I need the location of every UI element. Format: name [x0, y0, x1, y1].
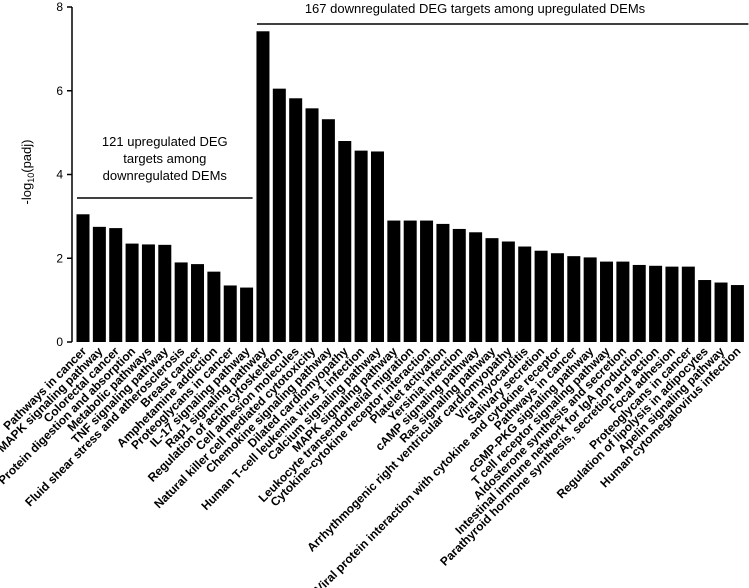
bar [714, 282, 728, 342]
bar [321, 119, 335, 342]
bar [338, 141, 352, 342]
bar [256, 31, 270, 342]
bar [550, 253, 564, 342]
bar [616, 261, 630, 342]
y-tick-label: 4 [56, 168, 63, 182]
y-axis: 0 2 4 6 8 [56, 0, 73, 349]
bars [76, 31, 744, 343]
y-tick-label: 2 [56, 251, 63, 265]
bar [632, 264, 646, 342]
bar [485, 238, 499, 342]
bar [469, 232, 483, 342]
bar [583, 257, 597, 342]
bar [354, 150, 368, 342]
bar [452, 228, 466, 342]
bar [141, 244, 155, 342]
bar [240, 287, 254, 342]
bar [534, 250, 548, 342]
bar [191, 264, 205, 342]
bar [420, 220, 434, 342]
bar [567, 256, 581, 342]
y-tick-label: 8 [56, 0, 63, 14]
bar [305, 108, 319, 343]
bar [223, 285, 237, 342]
y-tick-label: 6 [56, 84, 63, 98]
bar [518, 246, 532, 342]
bar [600, 261, 614, 342]
bar [370, 151, 384, 342]
bar [730, 285, 744, 342]
bar [174, 262, 188, 342]
bar [289, 98, 303, 342]
bar [501, 241, 515, 342]
bar [76, 214, 90, 342]
bar [125, 243, 139, 342]
group-label-up: downregulated DEMs [103, 168, 228, 183]
y-tick-label: 0 [56, 335, 63, 349]
group-label-up: 121 upregulated DEG [102, 134, 228, 149]
group-label-down: 167 downregulated DEG targets among upre… [305, 1, 646, 16]
bar [109, 228, 123, 342]
bar [649, 265, 663, 342]
group-label-up: targets among [123, 151, 206, 166]
bar [207, 271, 221, 342]
group-annotations: 121 upregulated DEG targets among downregu… [77, 1, 749, 199]
y-axis-label: -log10(padj) [19, 140, 36, 205]
bar [698, 280, 712, 342]
bar [436, 223, 450, 342]
bar [272, 88, 286, 342]
bar [92, 226, 106, 342]
bar [158, 244, 172, 342]
bar [681, 266, 695, 342]
bar [387, 220, 401, 342]
bar [665, 266, 679, 342]
bar [403, 220, 417, 342]
